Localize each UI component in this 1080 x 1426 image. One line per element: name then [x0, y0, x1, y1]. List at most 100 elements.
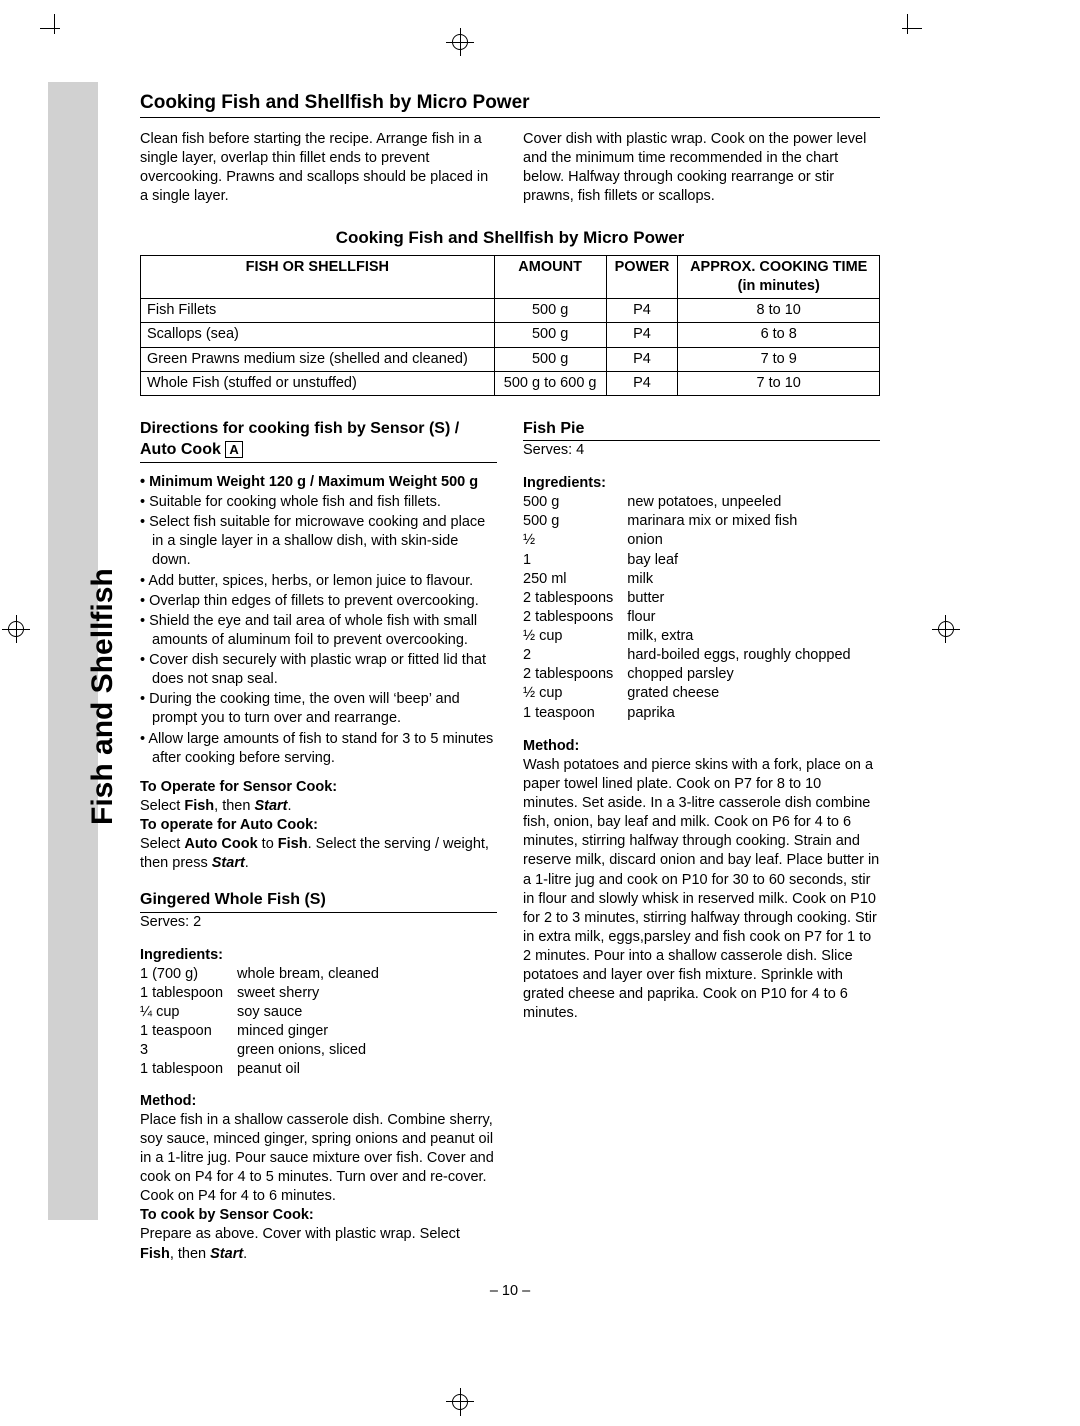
- bullet-item: Cover dish securely with plastic wrap or…: [140, 651, 497, 689]
- operate-auto-text: Select Auto Cook to Fish. Select the ser…: [140, 835, 497, 873]
- operate-sensor-text: Select Fish, then Start.: [140, 797, 497, 816]
- table-header: POWER: [606, 256, 678, 299]
- ingredient-row: 500 gmarinara mix or mixed fish: [523, 512, 865, 531]
- ingredient-qty: 250 ml: [523, 570, 627, 589]
- recipe1-serves: Serves: 2: [140, 913, 497, 932]
- crop-mark: [452, 34, 468, 50]
- table-cell: Green Prawns medium size (shelled and cl…: [141, 347, 495, 371]
- sidebar-label: Fish and Shellfish: [86, 568, 120, 825]
- ingredient-desc: soy sauce: [237, 1003, 393, 1022]
- ingredient-row: ¼ cupsoy sauce: [140, 1003, 393, 1022]
- ingredient-row: 1 tablespoonsweet sherry: [140, 984, 393, 1003]
- cooking-table: FISH OR SHELLFISHAMOUNTPOWERAPPROX. COOK…: [140, 255, 880, 396]
- intro-right: Cover dish with plastic wrap. Cook on th…: [523, 130, 880, 207]
- ingredient-qty: 500 g: [523, 493, 627, 512]
- table-cell: 500 g: [494, 323, 606, 347]
- auto-cook-badge: A: [225, 441, 242, 458]
- ingredient-qty: 1 tablespoon: [140, 1060, 237, 1079]
- ingredient-row: ½ cupgrated cheese: [523, 684, 865, 703]
- ingredient-qty: 1 (700 g): [140, 965, 237, 984]
- intro-left: Clean fish before starting the recipe. A…: [140, 130, 497, 207]
- page-number: – 10 –: [140, 1282, 880, 1301]
- table-title: Cooking Fish and Shellfish by Micro Powe…: [140, 227, 880, 249]
- bullet-item: During the cooking time, the oven will ‘…: [140, 690, 497, 728]
- ingredient-row: ½ cupmilk, extra: [523, 627, 865, 646]
- weight-line: • Minimum Weight 120 g / Maximum Weight …: [140, 473, 497, 492]
- table-cell: 6 to 8: [678, 323, 880, 347]
- ingredient-row: 1bay leaf: [523, 551, 865, 570]
- recipe2-method: Wash potatoes and pierce skins with a fo…: [523, 756, 880, 1024]
- content: Cooking Fish and Shellfish by Micro Powe…: [140, 90, 880, 1301]
- ingredient-desc: butter: [627, 589, 864, 608]
- intro-columns: Clean fish before starting the recipe. A…: [140, 130, 880, 207]
- ingredient-desc: milk: [627, 570, 864, 589]
- ingredient-desc: peanut oil: [237, 1060, 393, 1079]
- ingredient-desc: milk, extra: [627, 627, 864, 646]
- left-column: Directions for cooking fish by Sensor (S…: [140, 400, 497, 1264]
- table-cell: P4: [606, 371, 678, 395]
- ingredient-row: ½onion: [523, 531, 865, 550]
- recipe1-sensor-label: To cook by Sensor Cook:: [140, 1206, 497, 1225]
- crop-mark: [452, 1394, 468, 1410]
- ingredient-desc: grated cheese: [627, 684, 864, 703]
- directions-bullets: Suitable for cooking whole fish and fish…: [140, 493, 497, 768]
- ingredient-desc: hard-boiled eggs, roughly chopped: [627, 646, 864, 665]
- table-cell: 500 g to 600 g: [494, 371, 606, 395]
- ingredient-qty: 1 teaspoon: [523, 704, 627, 723]
- recipe2-serves: Serves: 4: [523, 441, 880, 460]
- ingredient-row: 2 tablespoonsbutter: [523, 589, 865, 608]
- ingredient-qty: ½: [523, 531, 627, 550]
- ingredient-qty: 3: [140, 1041, 237, 1060]
- table-cell: Scallops (sea): [141, 323, 495, 347]
- ingredient-desc: chopped parsley: [627, 665, 864, 684]
- recipe1-title: Gingered Whole Fish (S): [140, 889, 497, 912]
- right-column: Fish Pie Serves: 4 Ingredients: 500 gnew…: [523, 400, 880, 1264]
- table-row: Whole Fish (stuffed or unstuffed)500 g t…: [141, 371, 880, 395]
- table-row: Fish Fillets500 gP48 to 10: [141, 299, 880, 323]
- ingredient-row: 2 tablespoonschopped parsley: [523, 665, 865, 684]
- directions-heading: Directions for cooking fish by Sensor (S…: [140, 418, 497, 463]
- crop-mark: [54, 14, 55, 34]
- bullet-item: Shield the eye and tail area of whole fi…: [140, 612, 497, 650]
- lower-columns: Directions for cooking fish by Sensor (S…: [140, 400, 880, 1264]
- section-title: Cooking Fish and Shellfish by Micro Powe…: [140, 90, 880, 118]
- table-header: FISH OR SHELLFISH: [141, 256, 495, 299]
- table-cell: 8 to 10: [678, 299, 880, 323]
- table-row: Scallops (sea)500 gP46 to 8: [141, 323, 880, 347]
- crop-mark: [938, 621, 954, 637]
- ingredient-row: 500 gnew potatoes, unpeeled: [523, 493, 865, 512]
- table-header: AMOUNT: [494, 256, 606, 299]
- ingredient-desc: flour: [627, 608, 864, 627]
- recipe1-ingredients: 1 (700 g)whole bream, cleaned1 tablespoo…: [140, 965, 393, 1080]
- bullet-item: Suitable for cooking whole fish and fish…: [140, 493, 497, 512]
- ingredient-qty: ¼ cup: [140, 1003, 237, 1022]
- table-cell: 500 g: [494, 347, 606, 371]
- recipe2-ingredients: 500 gnew potatoes, unpeeled500 gmarinara…: [523, 493, 865, 723]
- ingredient-row: 2hard-boiled eggs, roughly chopped: [523, 646, 865, 665]
- table-cell: P4: [606, 323, 678, 347]
- ingredient-qty: 1: [523, 551, 627, 570]
- ingredient-desc: marinara mix or mixed fish: [627, 512, 864, 531]
- recipe1-method-label: Method:: [140, 1092, 497, 1111]
- bullet-item: Select fish suitable for microwave cooki…: [140, 513, 497, 570]
- directions-heading-text: Directions for cooking fish by Sensor (S…: [140, 420, 459, 458]
- ingredient-desc: bay leaf: [627, 551, 864, 570]
- bullet-item: Overlap thin edges of fillets to prevent…: [140, 592, 497, 611]
- ingredient-desc: new potatoes, unpeeled: [627, 493, 864, 512]
- ingredient-qty: 1 tablespoon: [140, 984, 237, 1003]
- ingredient-row: 3green onions, sliced: [140, 1041, 393, 1060]
- table-row: Green Prawns medium size (shelled and cl…: [141, 347, 880, 371]
- table-cell: 500 g: [494, 299, 606, 323]
- ingredient-row: 1 tablespoonpeanut oil: [140, 1060, 393, 1079]
- page: Fish and Shellfish Cooking Fish and Shel…: [0, 0, 1080, 1426]
- ingredient-qty: ½ cup: [523, 684, 627, 703]
- recipe2-method-label: Method:: [523, 737, 880, 756]
- ingredient-desc: green onions, sliced: [237, 1041, 393, 1060]
- table-cell: P4: [606, 347, 678, 371]
- table-cell: Fish Fillets: [141, 299, 495, 323]
- recipe2-title: Fish Pie: [523, 418, 880, 441]
- ingredient-desc: whole bream, cleaned: [237, 965, 393, 984]
- ingredient-qty: 2: [523, 646, 627, 665]
- ingredient-qty: 500 g: [523, 512, 627, 531]
- ingredient-row: 1 teaspoonpaprika: [523, 704, 865, 723]
